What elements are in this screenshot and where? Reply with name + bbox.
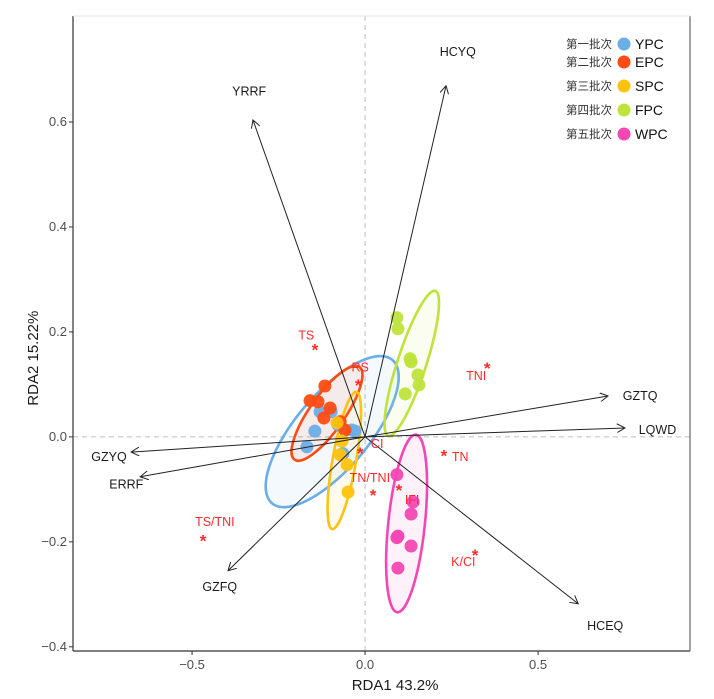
legend-label-epc: EPC <box>635 54 664 70</box>
factor-star-k-ci: * <box>472 546 479 565</box>
x-tick-label-0: −0.5 <box>179 657 205 672</box>
zero-lines <box>73 16 690 651</box>
legend-marker-spc <box>617 79 631 93</box>
y-tick-label-0: −0.4 <box>41 639 67 654</box>
point-epc-3 <box>311 395 325 409</box>
arrow-lqwd <box>365 428 625 438</box>
arrow-errf <box>140 436 366 477</box>
legend-label-cn-wpc: 第五批次 <box>566 127 612 141</box>
factor-label-tn: TN <box>452 450 469 464</box>
arrow-label-gzyq: GZYQ <box>91 450 127 464</box>
factor-label-ci: CI <box>371 437 384 451</box>
point-spc-1 <box>341 485 355 499</box>
y-tick-label-4: 0.4 <box>49 219 67 234</box>
x-tick-label-1: 0.0 <box>356 657 374 672</box>
factor-star-tni: * <box>484 359 491 378</box>
factor-label-tn-tni: TN/TNI <box>350 471 390 485</box>
legend-label-cn-fpc: 第四批次 <box>566 103 612 117</box>
point-ypc-8 <box>348 424 362 438</box>
legend-marker-wpc <box>617 127 631 141</box>
factor-star-rs: * <box>355 376 362 395</box>
point-epc-5 <box>323 401 337 415</box>
point-epc-4 <box>317 411 331 425</box>
legend-label-spc: SPC <box>635 78 664 94</box>
factor-markers: *TS*RS *TNI* CI* TN*TN/TNI*IFI*TS/TNI*K/CI <box>195 329 491 569</box>
y-tick-label-1: −0.2 <box>41 534 67 549</box>
factor-label-tni: TNI <box>466 369 486 383</box>
variable-arrows: HCYQ YRRF GZTQ LQWD GZYQ ERRF GZFQ HCEQ <box>91 45 676 633</box>
point-wpc-2 <box>406 495 420 509</box>
arrow-hceq <box>364 436 578 604</box>
arrow-label-hceq: HCEQ <box>587 619 623 633</box>
factor-label-ts-tni: TS/TNI <box>195 515 235 529</box>
arrow-label-gztq: GZTQ <box>623 389 658 403</box>
y-tick-label-2: 0.0 <box>49 429 67 444</box>
legend-label-ypc: YPC <box>635 36 664 52</box>
legend-marker-fpc <box>617 103 631 117</box>
arrow-gzyq <box>131 436 366 452</box>
arrow-label-hcyq: HCYQ <box>440 45 476 59</box>
plot-panel <box>73 16 690 651</box>
legend-label-fpc: FPC <box>635 102 663 118</box>
point-ypc-2 <box>308 424 322 438</box>
arrow-label-lqwd: LQWD <box>639 423 677 437</box>
factor-star-ifi: * <box>396 481 403 500</box>
arrow-gzfq <box>228 436 366 571</box>
point-fpc-5 <box>411 368 425 382</box>
point-fpc-6 <box>412 378 426 392</box>
point-wpc-1 <box>390 468 404 482</box>
x-tick-label-2: 0.5 <box>529 657 547 672</box>
x-axis-title: RDA1 43.2% <box>352 677 439 694</box>
factor-star-tn: * <box>441 447 448 466</box>
point-wpc-3 <box>404 507 418 521</box>
legend-label-cn-spc: 第三批次 <box>566 79 612 93</box>
factor-label-k-ci: K/CI <box>451 555 475 569</box>
factor-star-ts: * <box>312 341 319 360</box>
arrow-label-gzfq: GZFQ <box>202 580 237 594</box>
axes: −0.5 0.0 0.5 −0.4 −0.2 0.0 0.2 0.4 0.6 <box>41 15 691 672</box>
point-fpc-4 <box>404 355 418 369</box>
legend-marker-ypc <box>617 37 631 51</box>
point-fpc-7 <box>398 387 412 401</box>
point-wpc-5 <box>390 531 404 545</box>
y-tick-label-3: 0.2 <box>49 324 67 339</box>
legend-marker-epc <box>617 55 631 69</box>
legend-label-wpc: WPC <box>635 126 668 142</box>
point-fpc-2 <box>391 322 405 336</box>
point-spc-2 <box>340 458 354 472</box>
y-tick-label-5: 0.6 <box>49 114 67 129</box>
point-spc-5 <box>333 448 347 462</box>
point-spc-3 <box>330 416 344 430</box>
arrow-hcyq <box>364 86 446 437</box>
point-wpc-6 <box>404 539 418 553</box>
factor-star-ci: * <box>357 444 364 463</box>
legend-label-cn-ypc: 第一批次 <box>566 37 612 51</box>
y-axis-title: RDA2 15.22% <box>25 311 42 406</box>
factor-label-ifi: IFI <box>405 493 420 507</box>
factor-label-ts: TS <box>298 329 314 343</box>
factor-star-ts-tni: * <box>200 532 207 551</box>
ellipse-ypc <box>264 354 401 509</box>
arrow-yrrf <box>253 120 366 438</box>
factor-label-rs: RS <box>352 361 369 375</box>
legend: 第一批次 YPC 第二批次 EPC 第三批次 SPC 第四批次 FPC 第五批次 WPC <box>566 36 668 142</box>
arrow-gztq <box>364 396 608 438</box>
point-wpc-7 <box>391 561 405 575</box>
point-epc-1 <box>318 379 332 393</box>
factor-star-tn-tni: * <box>370 486 377 505</box>
arrow-label-errf: ERRF <box>109 478 143 492</box>
legend-label-cn-epc: 第二批次 <box>566 55 612 69</box>
arrow-label-yrrf: YRRF <box>232 85 266 99</box>
